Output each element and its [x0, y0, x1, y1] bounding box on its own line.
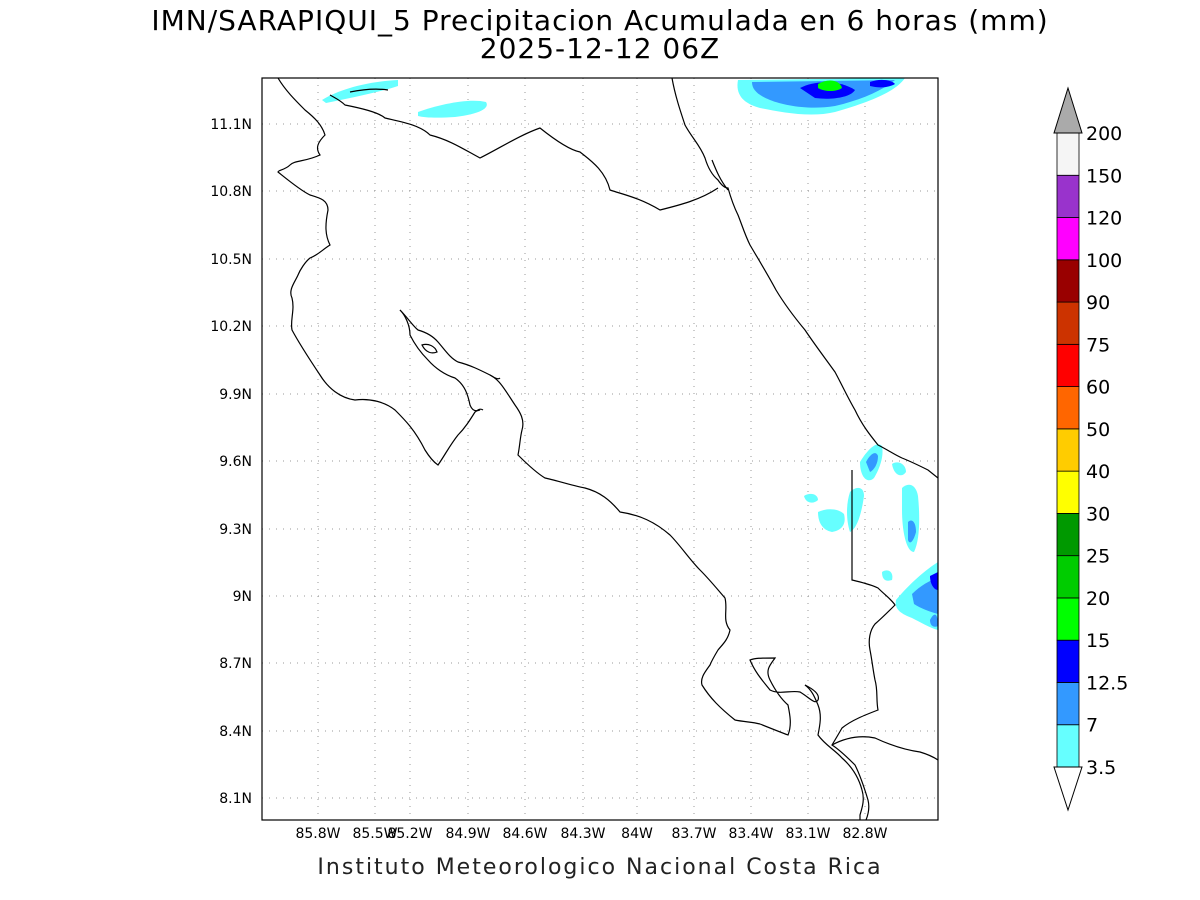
- lat-tick-label: 9.9N: [219, 387, 252, 403]
- chira-island: [421, 343, 438, 354]
- lat-tick-label: 8.1N: [219, 791, 252, 807]
- colorbar-level-label: 20: [1086, 588, 1110, 610]
- bocas-islands: [711, 159, 729, 191]
- colorbar-level-label: 120: [1086, 208, 1122, 230]
- colorbar-segment: [1056, 428, 1080, 472]
- colorbar-level-label: 25: [1086, 546, 1110, 568]
- precip-area-3.5: [882, 570, 893, 581]
- lon-tick-label: 84.6W: [502, 826, 547, 842]
- lon-tick-label: 84.9W: [445, 826, 490, 842]
- lon-tick-label: 82.8W: [842, 826, 887, 842]
- colorbar-level-label: 15: [1086, 630, 1110, 652]
- burica-coast: [831, 736, 938, 761]
- colorbar-level-label: 30: [1086, 503, 1110, 525]
- colorbar-segment: [1056, 639, 1080, 683]
- colorbar-segment: [1056, 724, 1080, 768]
- colorbar-segment: [1056, 343, 1080, 388]
- colorbar-level-label: 60: [1086, 377, 1110, 399]
- caribbean-coast: [671, 78, 938, 479]
- colorbar-segment: [1056, 217, 1080, 261]
- colorbar-segment: [1056, 174, 1080, 218]
- lat-tick-label: 10.8N: [210, 184, 252, 200]
- lat-tick-label: 9.3N: [219, 522, 252, 538]
- lon-tick-label: 83.4W: [728, 826, 773, 842]
- precip-area-3.5: [322, 80, 398, 103]
- lon-tick-label: 85.5W: [352, 826, 397, 842]
- lon-ticks: 85.8W 85.5W 85.2W 84.9W 84.6W 84.3W 84W …: [295, 826, 887, 842]
- lon-tick-label: 84W: [621, 826, 653, 842]
- lat-tick-label: 10.5N: [210, 252, 252, 268]
- lat-tick-label: 9.6N: [219, 454, 252, 470]
- map-title: IMN/SARAPIQUI_5 Precipitacion Acumulada …: [151, 4, 1049, 37]
- colorbar-level-label: 3.5: [1086, 757, 1116, 779]
- colorbar-segment: [1056, 597, 1080, 641]
- colorbar-level-label: 12.5: [1086, 672, 1128, 694]
- panama-border: [831, 470, 896, 820]
- colorbar-labels: 3.5 7 12.5 15 20 25 30 40 50 60 75 90 100 120 150 200: [1086, 123, 1128, 779]
- lat-tick-label: 10.2N: [210, 319, 252, 335]
- colorbar-level-label: 150: [1086, 165, 1122, 187]
- colorbar-segment: [1056, 132, 1080, 176]
- precip-area-3.5: [818, 509, 845, 532]
- precipitation-shading: [322, 78, 938, 630]
- map-grid: [262, 78, 938, 820]
- colorbar-level-label: 40: [1086, 461, 1110, 483]
- colorbar-level-label: 90: [1086, 292, 1110, 314]
- central-pacific-coast: [489, 374, 761, 725]
- colorbar-over-arrow: [1053, 86, 1083, 134]
- precip-area-7: [930, 614, 938, 627]
- colorbar-segment: [1056, 555, 1080, 599]
- lat-tick-label: 9N: [233, 589, 252, 605]
- coastline: [277, 78, 938, 820]
- colorbar-segment: [1056, 470, 1080, 514]
- precip-area-7: [908, 520, 916, 543]
- colorbar-level-label: 75: [1086, 334, 1110, 356]
- precip-area-3.5: [418, 100, 487, 118]
- lat-tick-label: 8.4N: [219, 724, 252, 740]
- lat-ticks: 11.1N 10.8N 10.5N 10.2N 9.9N 9.6N 9.3N 9…: [210, 117, 252, 807]
- precip-area-7: [912, 578, 938, 614]
- lat-tick-label: 8.7N: [219, 656, 252, 672]
- colorbar-segment: [1056, 259, 1080, 303]
- lon-tick-label: 85.8W: [295, 826, 340, 842]
- colorbar-level-label: 50: [1086, 419, 1110, 441]
- colorbar-level-label: 200: [1086, 123, 1122, 145]
- colorbar-level-label: 7: [1086, 715, 1098, 737]
- nicaragua-border: [329, 94, 719, 211]
- pacific-coast: [277, 78, 484, 466]
- lat-tick-label: 11.1N: [210, 117, 252, 133]
- golfo-dulce: [804, 684, 864, 820]
- gulf-of-nicoya: [399, 309, 481, 412]
- colorbar-segment: [1056, 301, 1080, 345]
- colorbar-level-label: 100: [1086, 250, 1122, 272]
- precip-area-7: [866, 453, 878, 472]
- credit-footer: Instituto Meteorologico Nacional Costa R…: [317, 855, 883, 880]
- colorbar-segment: [1056, 682, 1080, 726]
- lon-tick-label: 83.7W: [671, 826, 716, 842]
- precip-area-12.5: [870, 79, 895, 88]
- lon-tick-label: 84.3W: [560, 826, 605, 842]
- precip-area-3.5: [847, 487, 864, 532]
- colorbar-segment: [1056, 386, 1080, 430]
- colorbar-segments: [1056, 132, 1080, 768]
- map-frame: [261, 77, 939, 821]
- precip-area-12.5: [930, 572, 938, 590]
- precip-area-15: [818, 80, 842, 91]
- colorbar-under-arrow: [1053, 766, 1083, 812]
- lon-tick-label: 83.1W: [785, 826, 830, 842]
- colorbar-segment: [1056, 513, 1080, 557]
- precip-area-3.5: [804, 493, 818, 503]
- precip-area-3.5: [892, 462, 906, 476]
- north-coast-inlet: [349, 88, 389, 93]
- lon-tick-label: 85.2W: [387, 826, 432, 842]
- map-valid-time: 2025-12-12 06Z: [479, 32, 721, 65]
- osa-peninsula: [749, 657, 820, 736]
